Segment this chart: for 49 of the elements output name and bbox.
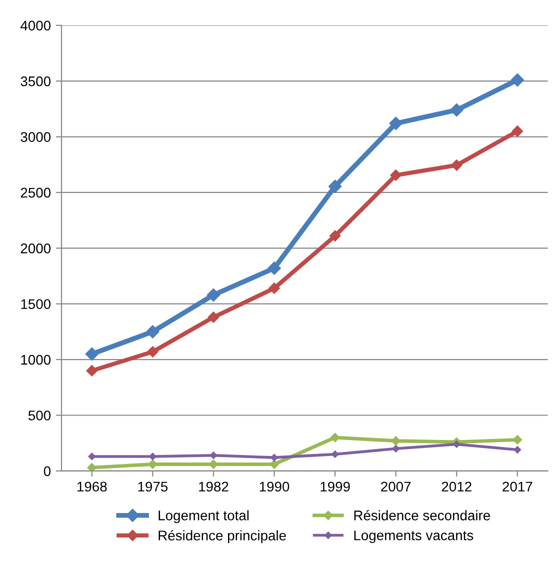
point <box>512 435 522 444</box>
point <box>331 450 339 458</box>
y-tick-label: 500 <box>28 410 51 420</box>
y-tick-label: 3500 <box>20 76 51 86</box>
x-tick-label: 2012 <box>442 482 472 492</box>
x-tick-label: 1990 <box>260 482 290 492</box>
point <box>206 288 220 302</box>
point <box>86 365 98 376</box>
point <box>452 440 460 448</box>
point <box>451 160 462 171</box>
point <box>210 452 218 459</box>
legend-label: Résidence secondaire <box>354 510 490 520</box>
point <box>328 180 342 193</box>
y-tick-label: 4000 <box>20 20 51 31</box>
point <box>389 116 402 130</box>
point <box>330 432 340 442</box>
y-tick-label: 3000 <box>20 132 51 142</box>
point <box>391 436 400 446</box>
point <box>268 262 281 275</box>
point <box>514 446 522 454</box>
y-tick-label: 1000 <box>21 354 51 365</box>
y-tick-label: 1500 <box>21 299 51 310</box>
x-tick-label: 2007 <box>381 482 411 492</box>
point <box>85 347 98 361</box>
legend-label: Logements vacants <box>354 530 474 544</box>
point <box>512 126 524 137</box>
point <box>87 462 97 471</box>
x-tick-label: 1968 <box>78 482 107 492</box>
point <box>149 452 156 460</box>
point <box>390 170 402 181</box>
point <box>88 452 96 460</box>
x-tick-label: 1982 <box>199 482 228 492</box>
point <box>329 230 341 242</box>
point <box>208 312 220 323</box>
point <box>270 454 278 462</box>
point <box>510 73 524 87</box>
point <box>146 325 160 338</box>
legend-label: Logement total <box>158 510 249 524</box>
x-tick-label: 1999 <box>320 482 350 492</box>
y-tick-label: 2000 <box>20 243 51 254</box>
x-tick-label: 2017 <box>502 482 532 492</box>
point <box>450 103 464 117</box>
y-tick-label: 0 <box>44 466 51 476</box>
legend-label: Résidence principale <box>158 530 286 544</box>
y-tick-label: 2500 <box>20 188 51 198</box>
point <box>147 346 158 358</box>
point <box>268 282 280 294</box>
x-tick-label: 1975 <box>138 482 168 492</box>
point <box>392 445 400 452</box>
